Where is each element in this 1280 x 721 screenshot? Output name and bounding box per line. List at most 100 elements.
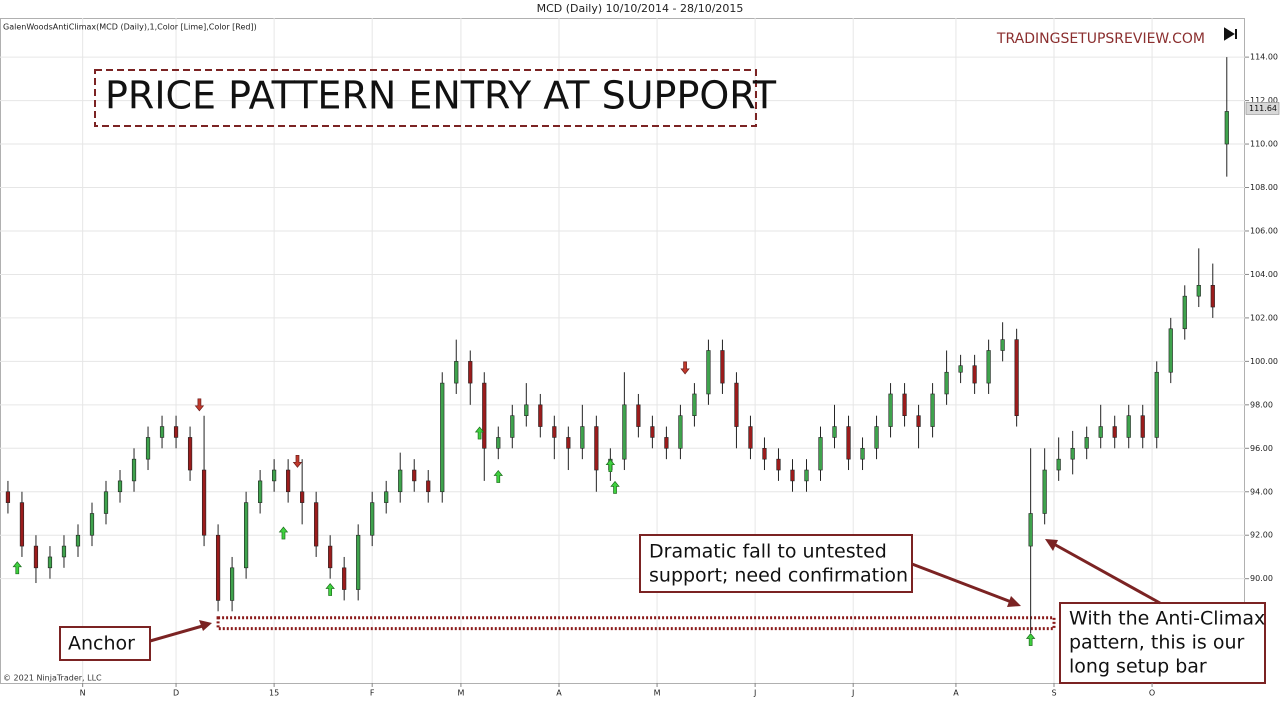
candle-body: [860, 447, 865, 460]
candle-body: [804, 469, 809, 482]
annotation-box: [639, 534, 913, 593]
x-tick-label: N: [80, 689, 86, 698]
candle-body: [1070, 447, 1075, 460]
short-signal: [194, 398, 205, 412]
y-tick-label: 94.00: [1250, 487, 1273, 496]
y-tick-label: 106.00: [1250, 226, 1278, 235]
annotation: Dramatic fall to untested: [649, 541, 887, 563]
candle-body: [272, 469, 277, 482]
candle-body: [215, 534, 221, 601]
candle-body: [103, 491, 109, 514]
candle-body: [650, 426, 655, 438]
candle-body: [748, 426, 753, 449]
candle-body: [328, 545, 333, 569]
candle-body: [342, 567, 347, 590]
copyright: © 2021 NinjaTrader, LLC: [3, 674, 102, 683]
x-tick-label: 15: [269, 689, 279, 698]
scroll-end-icon[interactable]: [1224, 27, 1237, 41]
arrow-head: [199, 620, 212, 631]
candle-body: [187, 437, 193, 471]
candle-body: [258, 480, 263, 503]
chart-title: MCD (Daily) 10/10/2014 - 28/10/2015: [537, 2, 744, 15]
candle-body: [510, 415, 515, 438]
candle-body: [1196, 285, 1201, 297]
short-signal: [292, 454, 303, 468]
candle-body: [159, 426, 165, 438]
candle-body: [888, 393, 893, 427]
candle-body: [566, 437, 571, 449]
candle-body: [818, 437, 823, 471]
long-signal: [325, 582, 335, 596]
x-tick-label: A: [556, 689, 562, 698]
candle-body: [664, 437, 669, 449]
candle-body: [5, 491, 11, 503]
candle-body: [426, 480, 431, 493]
candle-body: [930, 393, 935, 427]
candle-body: [1154, 371, 1159, 438]
candle-body: [594, 426, 599, 471]
candle-body: [944, 371, 949, 395]
candle-body: [1028, 513, 1033, 547]
candle-body: [173, 426, 179, 438]
candle-body: [1084, 437, 1089, 449]
y-tick-label: 102.00: [1250, 313, 1278, 322]
long-signal: [605, 459, 616, 473]
x-tick-label: F: [370, 689, 375, 698]
candle-body: [19, 502, 25, 547]
annotation: Anchor: [68, 633, 135, 655]
annotation: long setup bar: [1069, 656, 1207, 678]
candle-body: [131, 458, 137, 482]
headline: PRICE PATTERN ENTRY AT SUPPORT: [105, 74, 777, 118]
last-price-tag: [1245, 102, 1280, 115]
y-tick-label: 104.00: [1250, 270, 1278, 279]
candle-body: [1168, 328, 1173, 373]
candle-body: [89, 513, 95, 536]
candle-body: [145, 437, 151, 460]
long-signal: [12, 561, 23, 575]
candle-body: [370, 502, 375, 536]
candle-body: [832, 426, 837, 438]
annotation-box: [59, 626, 151, 661]
annotation: support; need confirmation: [649, 565, 908, 587]
candle-body: [1182, 295, 1187, 330]
candle-body: [201, 469, 207, 536]
candle-body: [440, 382, 445, 493]
candle-body: [33, 545, 39, 569]
candle-body: [286, 469, 291, 493]
annotation: With the Anti-Climax: [1069, 608, 1265, 630]
annotation: pattern, this is our: [1069, 632, 1244, 654]
candle-body: [692, 393, 697, 416]
arrow-head: [1045, 539, 1058, 551]
candle-body: [524, 404, 529, 416]
y-tick-label: 100.00: [1250, 357, 1278, 366]
y-tick-label: 110.00: [1250, 140, 1278, 149]
candle-body: [1210, 285, 1215, 308]
y-tick-label: 108.00: [1250, 183, 1278, 192]
annotation-arrow: [149, 623, 207, 643]
long-signal: [493, 469, 504, 483]
candle-body: [1098, 426, 1103, 438]
candle-body: [356, 534, 361, 590]
annotation-arrow: [1051, 541, 1161, 605]
x-tick-label: O: [1149, 689, 1155, 698]
candle-body: [300, 491, 305, 503]
arrow-head: [1007, 596, 1021, 607]
headline-box: [94, 69, 757, 127]
candle-body: [636, 404, 641, 427]
candle-body: [678, 415, 683, 449]
support-zone: [216, 616, 1056, 631]
candle-body: [384, 491, 389, 503]
candle-body: [314, 502, 319, 547]
candle-body: [1056, 458, 1061, 471]
y-tick-label: 96.00: [1250, 444, 1273, 453]
candle-body: [244, 502, 249, 569]
x-tick-label: S: [1051, 689, 1056, 698]
y-tick-label: 92.00: [1250, 531, 1273, 540]
y-tick-label: 90.00: [1250, 574, 1273, 583]
indicator-label: GalenWoodsAntiClimax(MCD (Daily),1,Color…: [3, 23, 257, 32]
candle-body: [454, 361, 459, 384]
candle-body: [622, 404, 627, 460]
long-signal: [1025, 632, 1036, 646]
candle-body: [762, 447, 767, 460]
